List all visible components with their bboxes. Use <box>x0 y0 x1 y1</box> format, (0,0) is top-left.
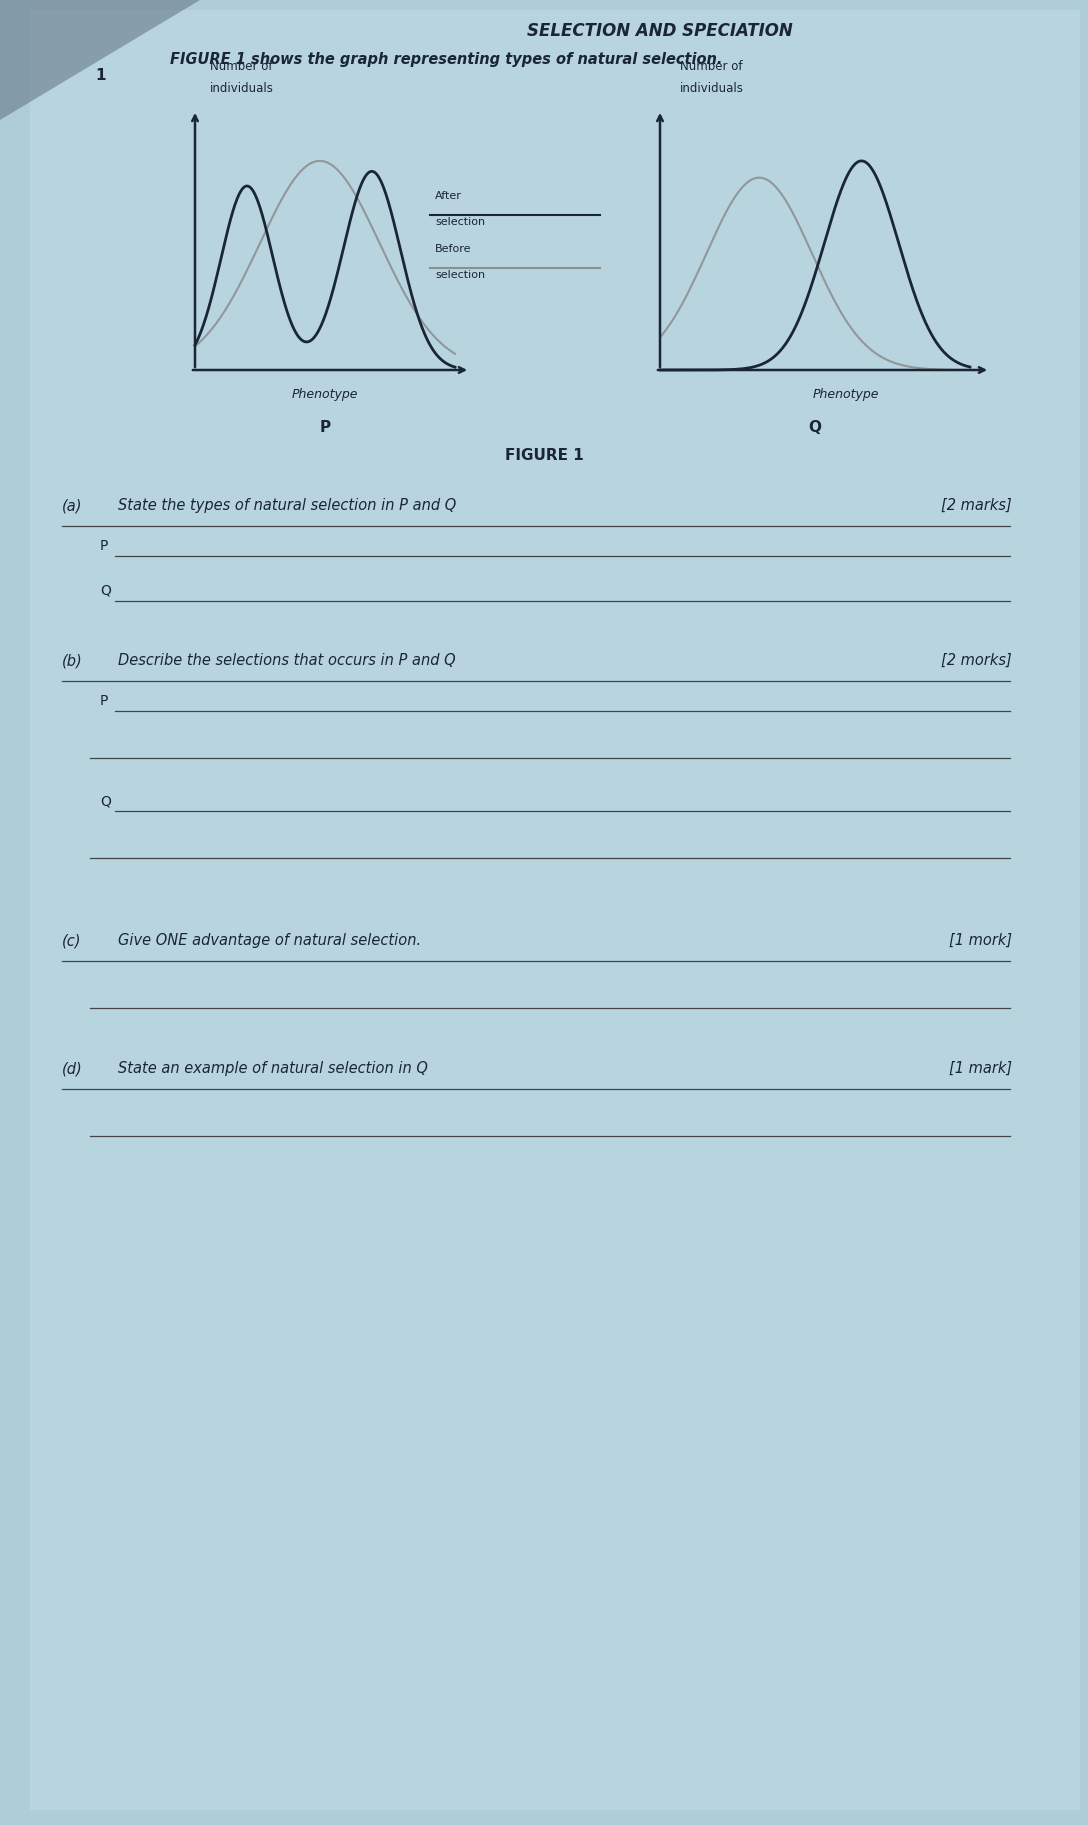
Text: (c): (c) <box>62 933 82 947</box>
Text: Before: Before <box>435 245 471 254</box>
Text: (a): (a) <box>62 498 83 513</box>
Text: [2 marks]: [2 marks] <box>941 498 1012 513</box>
Text: State the types of natural selection in P and Q: State the types of natural selection in … <box>118 498 456 513</box>
Text: Number of: Number of <box>680 60 742 73</box>
Text: Describe the selections that occurs in P and Q: Describe the selections that occurs in P… <box>118 653 456 668</box>
Text: individuals: individuals <box>210 82 274 95</box>
Text: FIGURE 1: FIGURE 1 <box>505 447 583 464</box>
Text: selection: selection <box>435 217 485 226</box>
Text: 1: 1 <box>95 68 106 82</box>
Text: Q: Q <box>100 584 111 599</box>
Text: SELECTION AND SPECIATION: SELECTION AND SPECIATION <box>527 22 793 40</box>
Text: selection: selection <box>435 270 485 279</box>
Text: Q: Q <box>100 794 111 808</box>
Text: (b): (b) <box>62 653 83 668</box>
Text: (d): (d) <box>62 1060 83 1077</box>
FancyBboxPatch shape <box>30 9 1080 1810</box>
Text: P: P <box>100 538 109 553</box>
Text: P: P <box>100 694 109 708</box>
Text: Q: Q <box>808 420 821 434</box>
Text: [2 morks]: [2 morks] <box>941 653 1012 668</box>
Text: individuals: individuals <box>680 82 744 95</box>
Text: State an example of natural selection in Q: State an example of natural selection in… <box>118 1060 428 1077</box>
Text: Phenotype: Phenotype <box>813 389 879 402</box>
Text: After: After <box>435 192 462 201</box>
Text: P: P <box>320 420 331 434</box>
Polygon shape <box>0 0 200 120</box>
Text: FIGURE 1 shows the graph representing types of natural selection.: FIGURE 1 shows the graph representing ty… <box>170 51 722 68</box>
Text: [1 mork]: [1 mork] <box>949 933 1012 947</box>
Text: Number of: Number of <box>210 60 272 73</box>
Text: [1 mark]: [1 mark] <box>949 1060 1012 1077</box>
Text: Phenotype: Phenotype <box>292 389 358 402</box>
Text: Give ONE advantage of natural selection.: Give ONE advantage of natural selection. <box>118 933 421 947</box>
